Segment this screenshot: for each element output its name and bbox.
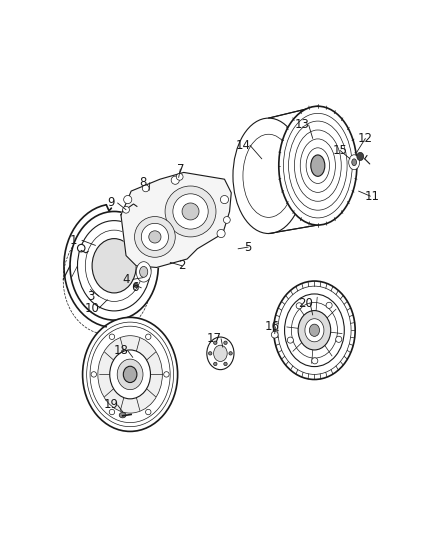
- Text: 4: 4: [122, 273, 130, 286]
- Ellipse shape: [141, 223, 169, 251]
- Text: 9: 9: [107, 197, 114, 209]
- Circle shape: [145, 409, 151, 415]
- Ellipse shape: [214, 345, 227, 361]
- Ellipse shape: [110, 350, 151, 399]
- Circle shape: [312, 358, 318, 364]
- Circle shape: [214, 341, 217, 344]
- Ellipse shape: [279, 106, 357, 225]
- Circle shape: [336, 336, 342, 342]
- Text: 3: 3: [87, 290, 94, 303]
- Ellipse shape: [352, 159, 357, 166]
- Circle shape: [296, 303, 302, 309]
- Ellipse shape: [294, 130, 341, 201]
- Text: 11: 11: [365, 190, 380, 203]
- Circle shape: [124, 196, 132, 204]
- Circle shape: [223, 216, 230, 223]
- Text: 16: 16: [265, 320, 279, 333]
- Ellipse shape: [136, 262, 151, 282]
- Ellipse shape: [173, 194, 208, 229]
- Text: 17: 17: [207, 332, 222, 345]
- Ellipse shape: [182, 203, 199, 220]
- Ellipse shape: [309, 324, 319, 336]
- Ellipse shape: [83, 317, 178, 431]
- Ellipse shape: [70, 212, 158, 320]
- Ellipse shape: [119, 413, 126, 418]
- Ellipse shape: [207, 337, 234, 370]
- Text: 19: 19: [103, 399, 118, 411]
- Text: 7: 7: [177, 163, 184, 175]
- Circle shape: [109, 334, 115, 340]
- Circle shape: [142, 185, 149, 192]
- Text: 15: 15: [332, 144, 347, 157]
- Text: 8: 8: [139, 176, 147, 189]
- Circle shape: [224, 341, 227, 344]
- Circle shape: [208, 352, 212, 355]
- Ellipse shape: [278, 286, 351, 374]
- Polygon shape: [268, 106, 318, 233]
- Text: 5: 5: [244, 240, 252, 254]
- Circle shape: [176, 173, 183, 180]
- Ellipse shape: [78, 221, 151, 311]
- Ellipse shape: [298, 311, 331, 350]
- Ellipse shape: [98, 336, 162, 413]
- Circle shape: [78, 245, 85, 252]
- Text: 13: 13: [295, 118, 310, 132]
- Circle shape: [123, 206, 130, 213]
- Ellipse shape: [306, 148, 329, 183]
- Circle shape: [214, 362, 217, 366]
- Text: 20: 20: [299, 296, 313, 310]
- Ellipse shape: [274, 281, 355, 379]
- Ellipse shape: [92, 239, 136, 293]
- Ellipse shape: [283, 114, 352, 218]
- Ellipse shape: [305, 319, 324, 342]
- Ellipse shape: [149, 231, 161, 243]
- Circle shape: [91, 372, 96, 377]
- Text: 6: 6: [131, 281, 138, 294]
- Circle shape: [287, 337, 293, 343]
- Text: 18: 18: [113, 344, 128, 357]
- Circle shape: [109, 409, 115, 415]
- Circle shape: [164, 372, 169, 377]
- Circle shape: [134, 284, 138, 287]
- Ellipse shape: [311, 155, 325, 176]
- Polygon shape: [121, 172, 231, 268]
- Text: 10: 10: [85, 302, 99, 314]
- Ellipse shape: [90, 326, 170, 423]
- Ellipse shape: [300, 139, 336, 192]
- Ellipse shape: [117, 359, 143, 390]
- Circle shape: [271, 332, 278, 338]
- Text: 2: 2: [178, 259, 186, 272]
- Ellipse shape: [289, 121, 347, 210]
- Circle shape: [326, 302, 332, 309]
- Text: 1: 1: [70, 234, 77, 247]
- Circle shape: [229, 352, 232, 355]
- Ellipse shape: [291, 302, 338, 358]
- Ellipse shape: [124, 366, 137, 383]
- Ellipse shape: [165, 186, 216, 237]
- Text: 14: 14: [236, 139, 251, 152]
- Ellipse shape: [87, 322, 173, 427]
- Ellipse shape: [243, 134, 294, 217]
- Circle shape: [145, 334, 151, 340]
- Ellipse shape: [134, 216, 175, 257]
- Ellipse shape: [349, 155, 360, 169]
- Text: 12: 12: [358, 132, 373, 145]
- Circle shape: [224, 362, 227, 366]
- Ellipse shape: [140, 266, 148, 277]
- Ellipse shape: [85, 230, 143, 302]
- Circle shape: [217, 229, 225, 238]
- Circle shape: [171, 176, 179, 184]
- Circle shape: [220, 196, 229, 204]
- Ellipse shape: [233, 118, 304, 233]
- Ellipse shape: [285, 294, 344, 367]
- Ellipse shape: [357, 152, 364, 160]
